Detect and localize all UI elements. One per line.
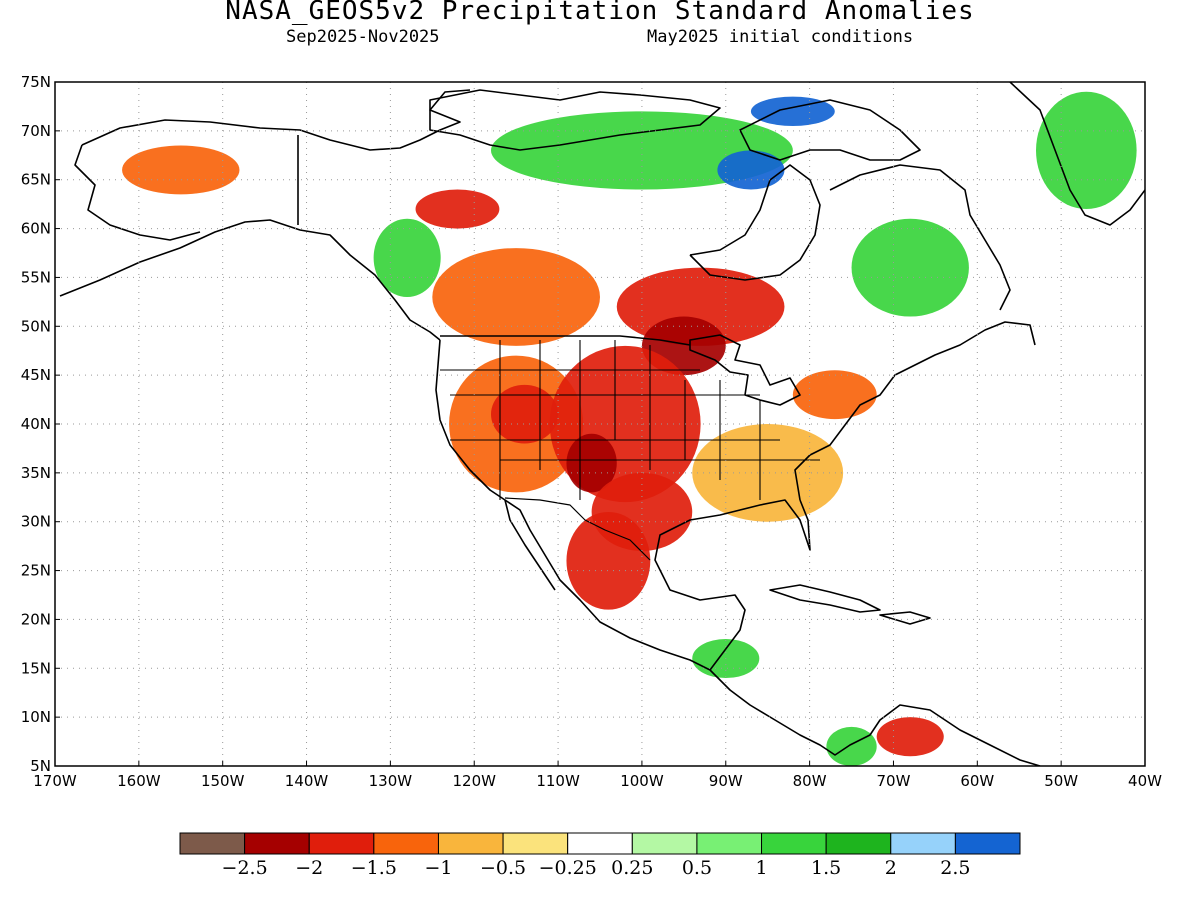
arctic-islands bbox=[429, 89, 721, 151]
baffin-island bbox=[739, 99, 921, 161]
alaska-south-coastline bbox=[59, 219, 441, 341]
anomaly-region bbox=[717, 150, 785, 190]
colorbar-box bbox=[308, 832, 375, 855]
lon-tick-label: 100W bbox=[620, 772, 664, 790]
lat-tick-label: 15N bbox=[21, 659, 51, 677]
lon-tick-label: 120W bbox=[452, 772, 496, 790]
anomaly-region bbox=[566, 511, 651, 610]
colorbar-label: −2 bbox=[295, 857, 323, 879]
axis-layer: 75N 70N 65N 60N 55N 50N 45N 40N 35N 30N 25N 20N 15N 1… bbox=[21, 73, 1162, 790]
labrador-coastline bbox=[829, 164, 1011, 311]
lon-tick-label: 60W bbox=[960, 772, 994, 790]
anomaly-region bbox=[566, 433, 617, 493]
colorbar-box bbox=[696, 832, 763, 855]
colorbar-label: 1 bbox=[755, 857, 767, 879]
colorbar-box bbox=[825, 832, 892, 855]
colorbar-label: 2 bbox=[885, 857, 897, 879]
colorbar-box bbox=[567, 832, 633, 855]
anomaly-region bbox=[876, 717, 944, 757]
colorbar-label: 0.25 bbox=[611, 857, 653, 879]
lat-tick-label: 20N bbox=[21, 610, 51, 628]
cuba bbox=[769, 584, 881, 613]
colorbar-label: −1 bbox=[424, 857, 452, 879]
anomaly-region bbox=[491, 384, 559, 444]
lon-tick-label: 140W bbox=[285, 772, 329, 790]
us-canada-border bbox=[440, 335, 691, 346]
lon-tick-label: 160W bbox=[117, 772, 161, 790]
lat-tick-label: 45N bbox=[21, 366, 51, 384]
lon-tick-label: 150W bbox=[201, 772, 245, 790]
gulf-coastline bbox=[654, 499, 811, 671]
greenland-coastline bbox=[1009, 82, 1145, 226]
hispaniola bbox=[879, 611, 931, 625]
lon-tick-label: 40W bbox=[1128, 772, 1162, 790]
anomaly-region bbox=[692, 424, 844, 522]
colorbar-label: 0.5 bbox=[682, 857, 712, 879]
colorbar-box bbox=[502, 832, 569, 855]
colorbar-label: −0.25 bbox=[539, 857, 597, 879]
lon-tick-label: 130W bbox=[369, 772, 413, 790]
lon-tick-label: 170W bbox=[33, 772, 77, 790]
lat-tick-label: 40N bbox=[21, 415, 51, 433]
anomaly-region bbox=[792, 370, 877, 420]
lat-tick-label: 60N bbox=[21, 220, 51, 238]
alaska-west-coastline bbox=[74, 144, 201, 241]
anomaly-region bbox=[122, 145, 240, 195]
lat-tick-label: 10N bbox=[21, 708, 51, 726]
anomaly-region bbox=[415, 189, 500, 229]
alaska-coastline bbox=[81, 89, 471, 151]
anomaly-region bbox=[826, 726, 877, 766]
lon-tick-label: 70W bbox=[877, 772, 911, 790]
central-america-coastline bbox=[709, 669, 1041, 766]
colorbar-label: 1.5 bbox=[811, 857, 841, 879]
colorbar-label: −0.5 bbox=[480, 857, 526, 879]
lon-tick-label: 90W bbox=[709, 772, 743, 790]
init-conditions-label: May2025 initial conditions bbox=[647, 27, 914, 47]
map-title: NASA_GEOS5v2 Precipitation Standard Anom… bbox=[225, 0, 975, 26]
lat-tick-label: 35N bbox=[21, 464, 51, 482]
lat-tick-label: 5N bbox=[30, 757, 51, 775]
colorbar-box bbox=[954, 832, 1021, 855]
colorbar-box bbox=[373, 832, 439, 855]
colorbar-box bbox=[761, 832, 827, 855]
season-label: Sep2025-Nov2025 bbox=[286, 27, 440, 47]
anomaly-region bbox=[432, 248, 600, 346]
colorbar-label: −1.5 bbox=[351, 857, 397, 879]
grid-layer bbox=[55, 82, 1145, 766]
colorbar-label: 2.5 bbox=[940, 857, 970, 879]
colorbar-label: −2.5 bbox=[222, 857, 268, 879]
colorbar-box bbox=[890, 832, 956, 855]
us-mexico-border bbox=[504, 497, 651, 561]
lat-tick-label: 75N bbox=[21, 73, 51, 91]
us-west-coastline bbox=[435, 339, 711, 671]
hudson-bay-coastline bbox=[689, 164, 821, 281]
lon-tick-label: 80W bbox=[793, 772, 827, 790]
baja-coastline bbox=[504, 499, 556, 591]
anomaly-region bbox=[851, 218, 969, 317]
colorbar-box bbox=[437, 832, 504, 855]
lon-tick-label: 110W bbox=[536, 772, 580, 790]
lat-tick-label: 70N bbox=[21, 122, 51, 140]
colorbar-box bbox=[244, 832, 310, 855]
colorbar-box bbox=[631, 832, 698, 855]
state-borders bbox=[440, 340, 820, 500]
lat-tick-label: 55N bbox=[21, 268, 51, 286]
lat-tick-label: 65N bbox=[21, 171, 51, 189]
lon-tick-label: 50W bbox=[1044, 772, 1078, 790]
lat-tick-label: 25N bbox=[21, 562, 51, 580]
lat-tick-label: 30N bbox=[21, 513, 51, 531]
colorbar-box bbox=[179, 832, 246, 855]
great-lakes bbox=[689, 334, 801, 406]
lat-tick-label: 50N bbox=[21, 317, 51, 335]
